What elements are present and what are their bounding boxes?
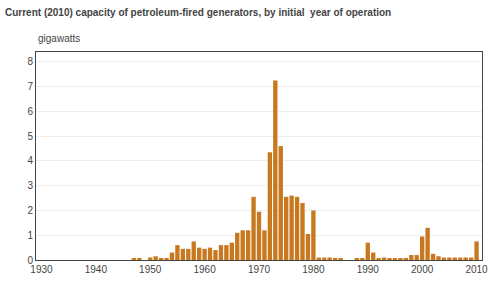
svg-text:4: 4 [27, 155, 33, 166]
svg-text:1990: 1990 [357, 264, 380, 275]
svg-text:1950: 1950 [139, 264, 162, 275]
svg-text:1970: 1970 [248, 264, 271, 275]
svg-text:6: 6 [27, 106, 33, 117]
svg-text:2000: 2000 [411, 264, 434, 275]
svg-text:gigawatts: gigawatts [38, 33, 80, 44]
svg-text:5: 5 [27, 131, 33, 142]
svg-text:2010: 2010 [465, 264, 488, 275]
svg-text:1940: 1940 [85, 264, 108, 275]
svg-text:1: 1 [27, 230, 33, 241]
svg-text:2: 2 [27, 205, 33, 216]
svg-text:1930: 1930 [30, 264, 53, 275]
svg-text:3: 3 [27, 180, 33, 191]
svg-text:Current (2010) capacity of pet: Current (2010) capacity of petroleum-fir… [5, 7, 391, 18]
svg-text:8: 8 [27, 56, 33, 67]
svg-text:0: 0 [27, 255, 33, 266]
svg-text:1980: 1980 [302, 264, 325, 275]
svg-text:7: 7 [27, 81, 33, 92]
svg-text:1960: 1960 [193, 264, 216, 275]
